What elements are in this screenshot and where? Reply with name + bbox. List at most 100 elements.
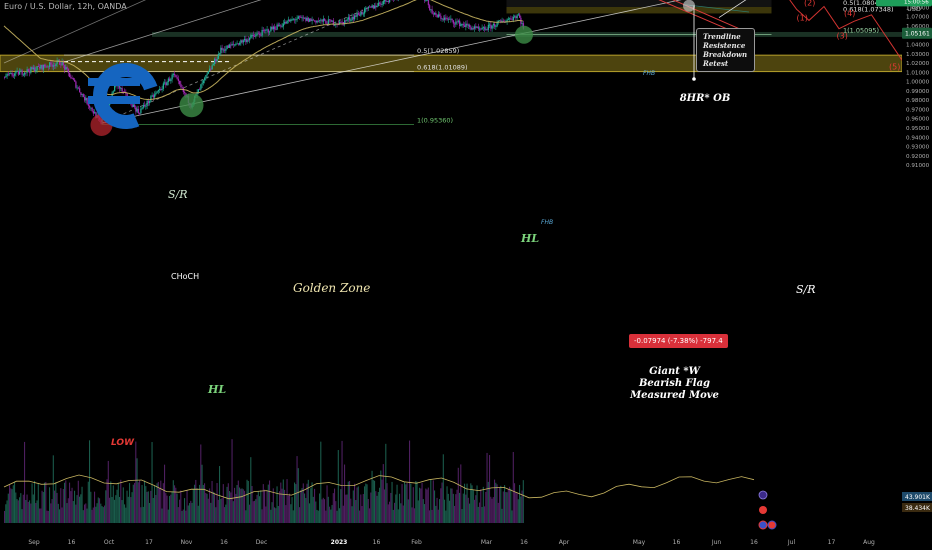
volume-bar	[112, 485, 114, 523]
candle	[11, 73, 13, 76]
candle	[5, 76, 7, 78]
candle	[120, 88, 122, 89]
fib-label: 1(0.95360)	[417, 117, 453, 125]
volume-bar	[105, 490, 107, 523]
volume-bar	[217, 499, 219, 523]
volume-bar	[155, 494, 157, 523]
candle	[484, 27, 486, 30]
candle	[67, 69, 70, 73]
candle	[451, 18, 453, 21]
volume-bar	[54, 490, 56, 523]
volume-bar	[457, 467, 459, 523]
volume-bar	[506, 492, 508, 523]
volume-bar	[441, 482, 443, 523]
candle	[344, 20, 346, 25]
volume-bar	[189, 503, 191, 523]
candle	[201, 83, 203, 85]
candle	[95, 112, 97, 118]
volume-bar	[51, 499, 53, 523]
volume-bar	[160, 480, 162, 523]
golden-zone	[0, 55, 902, 72]
volume-bar	[6, 500, 8, 523]
volume-bar	[195, 479, 197, 523]
volume-bar	[365, 483, 367, 523]
order-block-label: 8HR* OB	[680, 93, 731, 104]
volume-bar	[486, 452, 488, 523]
candle	[74, 79, 76, 82]
volume-bar	[192, 489, 194, 523]
volume-bar	[67, 498, 69, 523]
volume-bar	[397, 509, 399, 523]
candle	[159, 88, 161, 91]
time-tick-label: Aug	[863, 539, 875, 546]
candle	[314, 20, 316, 22]
volume-bar	[290, 504, 292, 523]
volume-bar	[320, 441, 322, 523]
candle	[265, 29, 267, 31]
price-tick-label: 0.99000	[906, 89, 930, 95]
volume-bar	[244, 490, 246, 523]
candle	[197, 89, 200, 93]
candle	[321, 19, 323, 22]
time-tick-label: 16	[373, 539, 381, 546]
volume-bar	[362, 494, 364, 523]
volume-bar	[231, 439, 233, 523]
candle	[454, 23, 456, 25]
candle	[154, 94, 156, 98]
candle	[361, 11, 363, 14]
candle	[311, 19, 313, 21]
time-tick-label: 16	[520, 539, 528, 546]
volume-bar	[411, 507, 413, 523]
volume-bar	[79, 496, 81, 523]
volume-bar	[289, 493, 291, 523]
volume-bar	[384, 489, 386, 523]
volume-bar	[504, 485, 506, 523]
volume-bar	[420, 488, 422, 523]
price-tick-label: 1.02000	[906, 61, 930, 67]
volume-bar	[425, 488, 427, 523]
volume-bar	[172, 480, 174, 523]
volume-bar	[376, 495, 378, 523]
candle	[304, 17, 306, 19]
euro-bar-top	[88, 78, 140, 86]
volume-bar	[517, 499, 519, 523]
volume-bar	[274, 507, 276, 523]
candle	[500, 20, 502, 22]
candle	[287, 19, 290, 21]
candle	[280, 25, 282, 27]
candle	[171, 74, 173, 80]
candle	[490, 24, 492, 29]
candle	[286, 20, 288, 24]
volume-bar	[481, 507, 483, 523]
volume-bar	[81, 486, 83, 523]
candle	[372, 5, 375, 9]
volume-bar	[49, 487, 51, 523]
candle	[131, 104, 133, 108]
candle	[376, 5, 378, 8]
candle	[31, 67, 33, 70]
volume-bar	[386, 483, 388, 523]
volume-bar	[100, 503, 102, 523]
volume-bar	[186, 490, 188, 523]
candle	[122, 91, 125, 93]
volume-bar	[512, 451, 514, 523]
volume-bar	[507, 489, 509, 523]
candle	[211, 65, 213, 70]
callout-line: Resistence	[703, 41, 746, 50]
volume-bar	[460, 464, 462, 523]
volume-bar	[219, 466, 221, 523]
candle	[234, 44, 236, 46]
projection-label-4: (4)	[844, 9, 855, 18]
candle	[517, 14, 520, 16]
volume-bar	[114, 499, 116, 523]
hl-circle-1	[179, 93, 204, 118]
volume-bar	[182, 509, 184, 523]
volume-bar	[154, 485, 156, 523]
volume-bar	[494, 479, 496, 523]
volume-bar	[156, 483, 158, 523]
candle	[150, 96, 152, 101]
candle	[135, 107, 137, 112]
volume-bar	[381, 479, 383, 523]
